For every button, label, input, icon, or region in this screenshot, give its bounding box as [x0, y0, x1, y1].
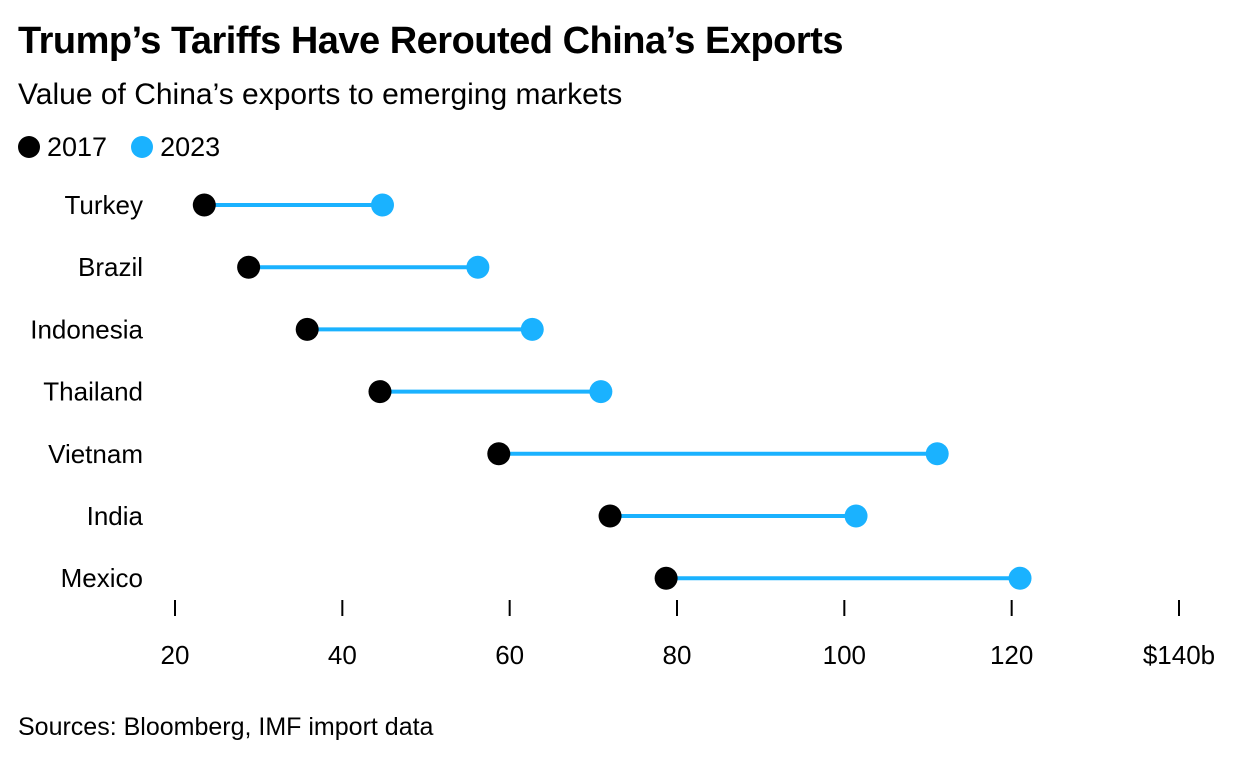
point-2023-vietnam [925, 442, 949, 466]
x-tick-label-20: 20 [161, 640, 190, 670]
legend-label-2023: 2023 [160, 131, 221, 162]
chart-subtitle: Value of China’s exports to emerging mar… [18, 78, 623, 111]
legend-item-2023: 2023 [131, 132, 220, 163]
x-tick-label-140: $140b [1143, 640, 1215, 670]
point-2023-india [844, 504, 868, 528]
point-2017-vietnam [487, 442, 511, 466]
x-tick-label-80: 80 [663, 640, 692, 670]
legend-item-2017: 2017 [18, 132, 107, 163]
x-tick-label-120: 120 [990, 640, 1033, 670]
point-2017-indonesia [295, 317, 319, 341]
category-label-vietnam: Vietnam [48, 439, 143, 469]
point-2017-india [598, 504, 622, 528]
chart-title: Trump’s Tariffs Have Rerouted China’s Ex… [18, 20, 843, 62]
category-label-brazil: Brazil [78, 252, 143, 282]
legend-label-2017: 2017 [47, 131, 108, 162]
point-2023-mexico [1008, 566, 1032, 590]
category-label-indonesia: Indonesia [30, 314, 143, 344]
category-label-india: India [87, 501, 144, 531]
source-note: Sources: Bloomberg, IMF import data [18, 713, 434, 741]
point-2017-turkey [192, 193, 216, 217]
point-2023-indonesia [520, 317, 544, 341]
point-2017-thailand [368, 380, 392, 404]
legend-swatch-2017 [18, 136, 40, 158]
category-label-turkey: Turkey [65, 190, 144, 220]
category-label-mexico: Mexico [61, 563, 143, 593]
point-2023-brazil [466, 255, 490, 279]
x-tick-label-60: 60 [495, 640, 524, 670]
point-2023-thailand [589, 380, 613, 404]
point-2017-brazil [237, 255, 261, 279]
point-2023-turkey [370, 193, 394, 217]
x-tick-label-100: 100 [823, 640, 866, 670]
category-label-thailand: Thailand [43, 377, 143, 407]
x-tick-label-40: 40 [328, 640, 357, 670]
legend: 2017 2023 [18, 130, 244, 164]
point-2017-mexico [654, 566, 678, 590]
legend-swatch-2023 [131, 136, 154, 158]
